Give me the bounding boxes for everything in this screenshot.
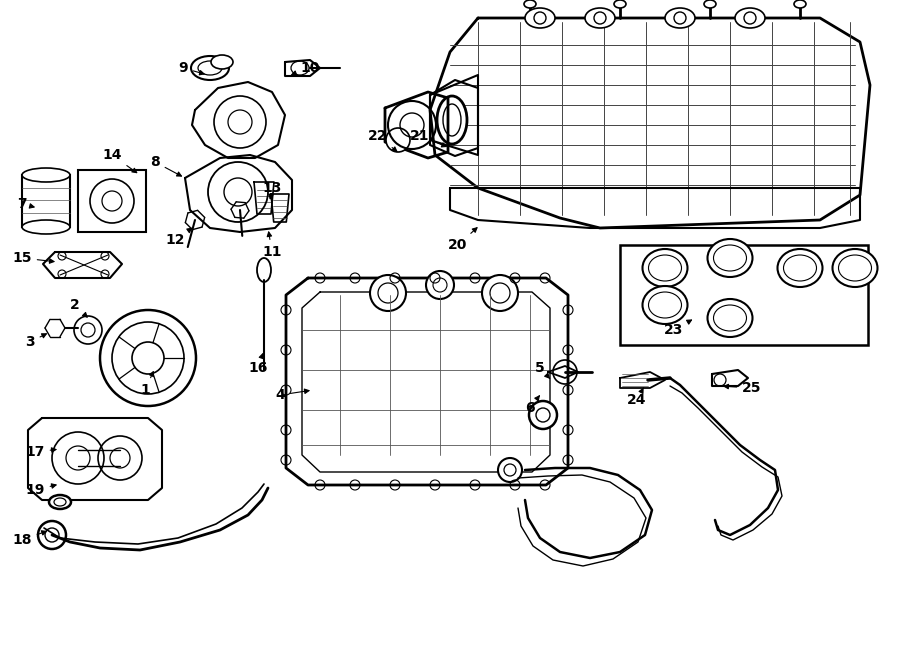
- Polygon shape: [430, 18, 870, 228]
- Ellipse shape: [735, 8, 765, 28]
- Polygon shape: [286, 278, 568, 485]
- Circle shape: [674, 12, 686, 24]
- Text: 12: 12: [166, 228, 192, 247]
- Text: 6: 6: [526, 396, 539, 415]
- Ellipse shape: [643, 286, 688, 324]
- Ellipse shape: [525, 8, 555, 28]
- Polygon shape: [192, 82, 285, 158]
- Polygon shape: [385, 92, 448, 158]
- Text: 3: 3: [25, 334, 47, 349]
- Ellipse shape: [191, 56, 229, 80]
- Circle shape: [38, 521, 66, 549]
- Text: 17: 17: [25, 445, 56, 459]
- Text: 14: 14: [103, 148, 137, 173]
- Polygon shape: [430, 80, 478, 156]
- Polygon shape: [548, 366, 578, 378]
- Polygon shape: [185, 155, 292, 232]
- Ellipse shape: [585, 8, 615, 28]
- Polygon shape: [254, 182, 274, 214]
- Polygon shape: [43, 252, 122, 278]
- Ellipse shape: [778, 249, 823, 287]
- Ellipse shape: [707, 239, 752, 277]
- Ellipse shape: [22, 168, 70, 182]
- Polygon shape: [712, 370, 748, 386]
- Ellipse shape: [707, 299, 752, 337]
- Text: 21: 21: [410, 129, 446, 147]
- Bar: [620, 245, 868, 345]
- Circle shape: [534, 12, 546, 24]
- Text: 23: 23: [664, 320, 691, 337]
- Ellipse shape: [22, 220, 70, 234]
- Ellipse shape: [211, 55, 233, 69]
- Ellipse shape: [832, 249, 878, 287]
- Text: 15: 15: [13, 251, 54, 265]
- Polygon shape: [271, 194, 289, 222]
- Text: 16: 16: [248, 354, 267, 375]
- Text: 7: 7: [17, 197, 34, 211]
- Circle shape: [498, 458, 522, 482]
- Text: 2: 2: [70, 298, 87, 317]
- Circle shape: [426, 271, 454, 299]
- Text: 25: 25: [724, 381, 761, 395]
- Text: 5: 5: [536, 361, 550, 379]
- Polygon shape: [430, 75, 478, 155]
- Text: 11: 11: [262, 232, 282, 259]
- Ellipse shape: [524, 0, 536, 8]
- Ellipse shape: [614, 0, 626, 8]
- Text: 8: 8: [150, 155, 182, 176]
- Circle shape: [744, 12, 756, 24]
- Ellipse shape: [529, 401, 557, 429]
- Text: 18: 18: [13, 531, 46, 547]
- Text: 4: 4: [275, 388, 309, 402]
- Ellipse shape: [704, 0, 716, 8]
- Ellipse shape: [643, 249, 688, 287]
- Circle shape: [594, 12, 606, 24]
- Polygon shape: [450, 188, 860, 228]
- Ellipse shape: [794, 0, 806, 8]
- Circle shape: [370, 275, 406, 311]
- Polygon shape: [28, 418, 162, 500]
- Text: 20: 20: [448, 227, 477, 252]
- Ellipse shape: [665, 8, 695, 28]
- Text: 10: 10: [292, 61, 320, 75]
- Text: 19: 19: [25, 483, 56, 497]
- Text: 13: 13: [262, 181, 282, 199]
- Polygon shape: [285, 60, 320, 76]
- Text: 1: 1: [140, 371, 154, 397]
- Text: 24: 24: [627, 388, 647, 407]
- Bar: [78, 170, 146, 232]
- Polygon shape: [620, 372, 665, 388]
- Circle shape: [386, 128, 410, 152]
- Ellipse shape: [49, 495, 71, 509]
- Text: 9: 9: [178, 61, 204, 75]
- Bar: [22, 175, 70, 227]
- Text: 22: 22: [368, 129, 397, 151]
- Circle shape: [482, 275, 518, 311]
- Ellipse shape: [437, 96, 467, 144]
